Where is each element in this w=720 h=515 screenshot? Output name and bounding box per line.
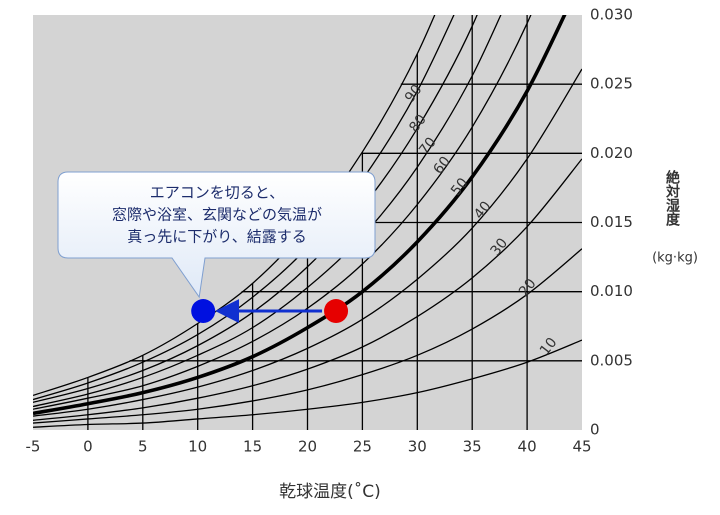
rh-curve	[33, 248, 582, 424]
y-tick-label: 0.005	[590, 351, 633, 369]
y-tick-label: 0.020	[590, 144, 633, 162]
rh-curve	[33, 158, 582, 421]
callout-box	[57, 171, 376, 299]
rh-curve	[33, 68, 582, 417]
x-tick-label: -5	[26, 438, 41, 456]
rh-curve	[33, 15, 436, 397]
y-tick-label: 0.030	[590, 6, 633, 24]
point	[324, 299, 349, 324]
x-tick-label: 40	[518, 438, 537, 456]
y-tick-label: 0	[590, 421, 600, 439]
y-axis-title: 絶対湿度	[664, 169, 681, 227]
x-tick-label: 5	[138, 438, 148, 456]
y-axis-unit: (kg·kg)	[652, 251, 698, 266]
rh-curve	[33, 15, 532, 410]
x-tick-label: 30	[408, 438, 427, 456]
x-axis-title: 乾球温度(˚C)	[279, 481, 381, 502]
x-tick-label: 15	[243, 438, 262, 456]
x-tick-label: 10	[188, 438, 207, 456]
annotation-text: 窓際や浴室、玄関などの気温が	[112, 206, 322, 224]
rh-curve	[33, 15, 502, 408]
annotation-text: エアコンを切ると、	[150, 184, 284, 202]
rh-curve	[33, 339, 582, 428]
y-tick-label: 0.015	[590, 213, 633, 231]
x-tick-label: 45	[572, 438, 591, 456]
x-tick-label: 20	[298, 438, 317, 456]
rh-curve	[33, 15, 455, 401]
rh-curve	[33, 15, 478, 403]
x-tick-label: 25	[353, 438, 372, 456]
y-tick-label: 0.010	[590, 282, 633, 300]
y-tick-label: 0.025	[590, 75, 633, 93]
point	[191, 299, 216, 324]
annotation-text: 真っ先に下がり、結露する	[127, 228, 306, 246]
x-tick-label: 0	[83, 438, 93, 456]
x-tick-label: 35	[463, 438, 482, 456]
